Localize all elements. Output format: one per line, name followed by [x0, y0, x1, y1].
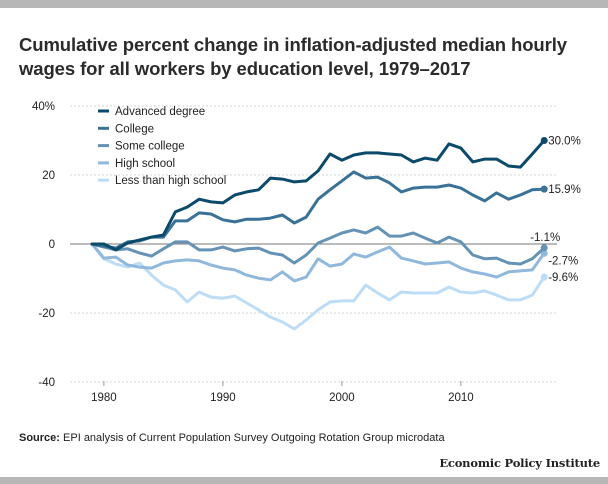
end-value-label: 30.0%: [548, 136, 581, 148]
x-tick-label: 2000: [329, 392, 355, 404]
series-line-advanced-degree: [90, 139, 546, 252]
end-value-label: 15.9%: [548, 184, 581, 196]
publisher-logo: Economic Policy Institute: [439, 456, 600, 470]
y-tick-label: 40%: [32, 101, 55, 113]
series-line-less-than-high-school: [90, 242, 546, 331]
source-label: Source:: [19, 432, 60, 444]
legend-label: Less than high school: [115, 175, 226, 187]
y-tick-label: 20: [42, 170, 55, 182]
end-point-marker: [540, 244, 548, 252]
source-note: Source: EPI analysis of Current Populati…: [19, 432, 445, 444]
legend-label: Some college: [115, 141, 185, 153]
end-point-marker: [540, 249, 548, 257]
y-tick-label: -40: [38, 377, 55, 389]
end-value-label: -1.1%: [530, 232, 560, 244]
series-line-college: [90, 170, 546, 250]
series-line-high-school: [90, 242, 546, 283]
x-axis: 1980 1990 2000 2010: [91, 381, 474, 404]
gridlines: [70, 105, 557, 383]
series-line-some-college: [90, 225, 546, 266]
end-point-marker: [540, 273, 548, 281]
bottom-border: [0, 477, 608, 484]
x-tick-label: 2010: [448, 392, 474, 404]
series-lines: [90, 137, 548, 331]
end-labels: 30.0% 15.9% -1.1% -2.7% -9.6%: [530, 136, 581, 285]
x-tick-label: 1980: [91, 392, 117, 404]
legend: Advanced degree College Some college High s…: [98, 106, 226, 187]
legend-label: High school: [115, 158, 175, 170]
legend-label: Advanced degree: [115, 106, 205, 118]
end-point-marker: [540, 185, 548, 193]
source-text: EPI analysis of Current Population Surve…: [63, 432, 445, 444]
end-point-marker: [540, 137, 548, 144]
x-tick-label: 1990: [210, 392, 236, 404]
y-axis: 40% 20 0 -20 -40: [32, 101, 55, 389]
chart-title: Cumulative percent change in inflation-a…: [19, 34, 567, 79]
y-tick-label: 0: [49, 239, 55, 251]
legend-label: College: [115, 123, 154, 135]
end-value-label: -2.7%: [548, 255, 578, 267]
end-value-label: -9.6%: [548, 272, 578, 284]
y-tick-label: -20: [38, 308, 55, 320]
top-border: [0, 0, 608, 8]
